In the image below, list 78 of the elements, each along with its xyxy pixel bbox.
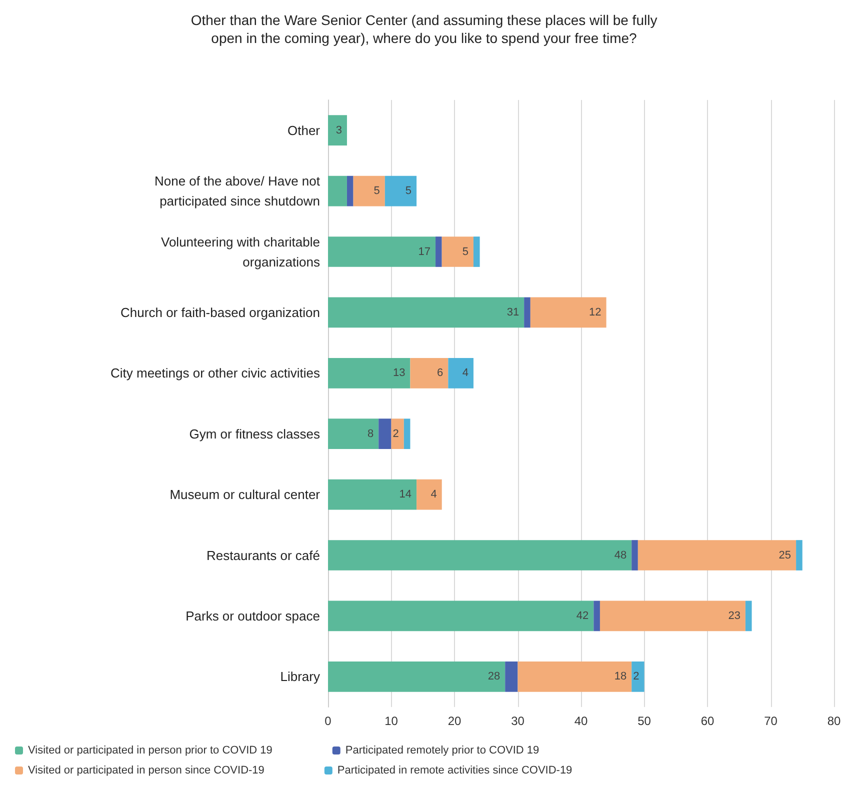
data-label: 4 <box>462 367 468 380</box>
bar <box>328 176 347 206</box>
data-label: 3 <box>336 124 342 136</box>
x-tick-label: 40 <box>574 714 588 728</box>
bar <box>391 418 404 450</box>
bar <box>346 176 354 206</box>
x-tick-label: 10 <box>384 714 398 728</box>
data-label: 5 <box>405 185 412 198</box>
bar <box>378 418 392 450</box>
bar <box>416 479 442 510</box>
bar <box>328 358 410 388</box>
bar <box>505 661 518 692</box>
y-tick-label: Restaurants or café <box>206 548 320 563</box>
x-tick-label: 20 <box>448 714 462 728</box>
data-label: 17 <box>418 246 431 258</box>
data-label: 8 <box>367 428 374 440</box>
x-tick-label: 50 <box>638 714 652 728</box>
data-label: 42 <box>576 610 589 622</box>
bar <box>594 600 600 632</box>
bar <box>436 236 442 267</box>
bar <box>328 418 379 450</box>
bar <box>796 540 802 570</box>
x-tick-label: 0 <box>324 714 332 728</box>
data-label: 28 <box>488 670 500 683</box>
y-tick-label: Gym or fitness classes <box>189 426 320 442</box>
data-label: 5 <box>374 185 380 198</box>
data-label: 14 <box>399 488 412 501</box>
data-label: 2 <box>633 670 640 683</box>
bar <box>353 176 385 206</box>
bar <box>328 661 506 692</box>
data-label: 48 <box>614 549 627 562</box>
legend-label: Visited or participated in person prior to COVID 19 <box>28 744 272 756</box>
bar <box>518 661 632 692</box>
bar <box>632 540 638 570</box>
bar <box>384 176 417 206</box>
data-label: 5 <box>462 246 468 258</box>
bar <box>328 479 417 510</box>
legend-label: Visited or participated in person since COVID-19 <box>28 764 264 776</box>
x-tick-label: 60 <box>700 714 714 728</box>
bar <box>473 236 480 267</box>
legend-label: Participated in remote activities since COVID-19 <box>337 764 572 776</box>
bar <box>745 600 752 632</box>
y-tick-label: Library <box>280 669 320 684</box>
y-tick-label: Other <box>287 122 321 138</box>
y-tick-label: Church or faith-based organization <box>120 304 320 320</box>
data-label: 13 <box>392 367 406 380</box>
data-label: 2 <box>392 428 399 440</box>
x-tick-label: 70 <box>764 714 778 728</box>
bar <box>524 297 530 328</box>
bar <box>530 297 606 328</box>
data-label: 23 <box>728 610 740 622</box>
y-tick-label: Parks or outdoor space <box>186 608 320 624</box>
x-tick-label: 30 <box>511 714 525 728</box>
legend-label: Participated remotely prior to COVID 19 <box>345 744 540 756</box>
chart-title: Other than the Ware Senior Center (and assuming these places will be fully open in the coming year), where do you like to spend your free time? <box>190 12 658 46</box>
y-tick-label: Volunteering with charitable organizations <box>161 234 320 270</box>
data-label: 4 <box>430 488 437 501</box>
bar <box>328 600 594 632</box>
bar <box>328 236 436 267</box>
y-tick-label: Museum or cultural center <box>170 487 321 502</box>
data-label: 18 <box>614 670 627 683</box>
data-label: 6 <box>437 367 444 380</box>
bar <box>442 236 474 267</box>
bar <box>404 418 410 450</box>
data-label: 25 <box>778 549 792 562</box>
data-label: 31 <box>506 306 520 318</box>
bar <box>328 297 524 328</box>
data-label: 12 <box>589 306 602 318</box>
bar <box>638 540 796 570</box>
bar <box>600 600 746 632</box>
y-tick-label: City meetings or other civic activities <box>110 366 320 381</box>
bar <box>328 540 632 570</box>
bar <box>448 358 474 388</box>
y-tick-label: None of the above/ Have not participated since shutdown <box>154 174 320 209</box>
bar <box>632 661 644 692</box>
bar <box>328 115 347 146</box>
x-tick-label: 80 <box>827 714 841 728</box>
bar <box>410 358 448 388</box>
